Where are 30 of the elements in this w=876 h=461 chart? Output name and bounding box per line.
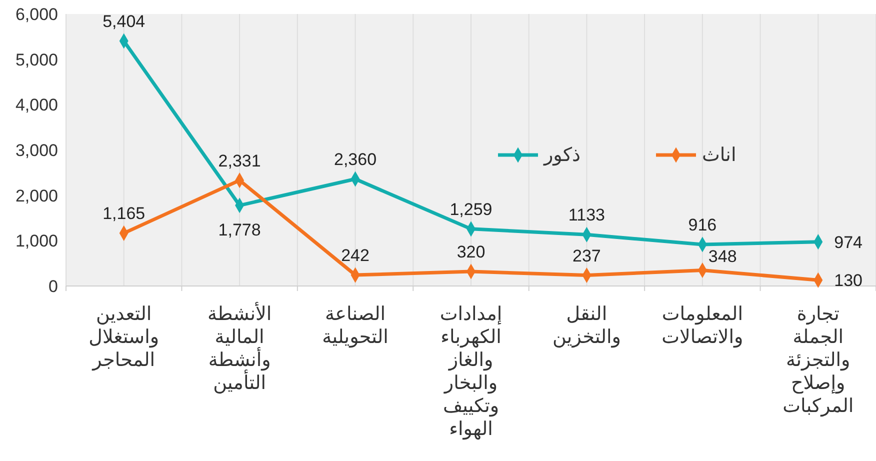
x-tick-label: الصناعة التحويلية xyxy=(322,303,388,348)
x-tick-label: إمدادات الكهرباء والغاز والبخار وتكييف الهواء xyxy=(440,303,502,440)
x-tick-label: النقل والتخزين xyxy=(552,303,621,348)
data-label: 237 xyxy=(572,246,601,266)
data-label: 1,259 xyxy=(450,200,492,219)
x-tick-label: المعلومات والاتصالات xyxy=(662,303,744,348)
data-label: 5,404 xyxy=(102,12,146,32)
data-label: 130 xyxy=(834,271,863,290)
data-label: 242 xyxy=(341,246,370,266)
y-tick-label: 5,000 xyxy=(15,50,58,70)
legend-label: اناث xyxy=(702,144,736,166)
y-tick-label: 0 xyxy=(48,277,58,296)
x-tick-label: تجارة الجملة والتجزئة وإصلاح المركبات xyxy=(782,303,854,417)
data-label: 1,165 xyxy=(102,204,146,224)
x-tick-label: التعدين واستغلال المحاجر xyxy=(88,303,160,371)
y-tick-label: 2,000 xyxy=(15,186,58,206)
data-label: 320 xyxy=(456,242,486,262)
data-label: 916 xyxy=(688,215,717,234)
data-label: 2,331 xyxy=(218,151,261,170)
y-tick-label: 6,000 xyxy=(15,5,58,24)
data-label: 348 xyxy=(708,247,737,266)
x-tick-label: الأنشطة المالية وأنشطة التأمين xyxy=(208,301,272,394)
data-label: 1,778 xyxy=(218,220,261,240)
y-tick-label: 3,000 xyxy=(15,141,58,160)
y-tick-label: 4,000 xyxy=(15,96,58,115)
data-label: 1133 xyxy=(568,206,605,225)
y-tick-label: 1,000 xyxy=(15,232,58,251)
legend-label: ذكور xyxy=(543,144,580,166)
data-label: 974 xyxy=(834,232,863,252)
data-label: 2,360 xyxy=(334,150,377,170)
